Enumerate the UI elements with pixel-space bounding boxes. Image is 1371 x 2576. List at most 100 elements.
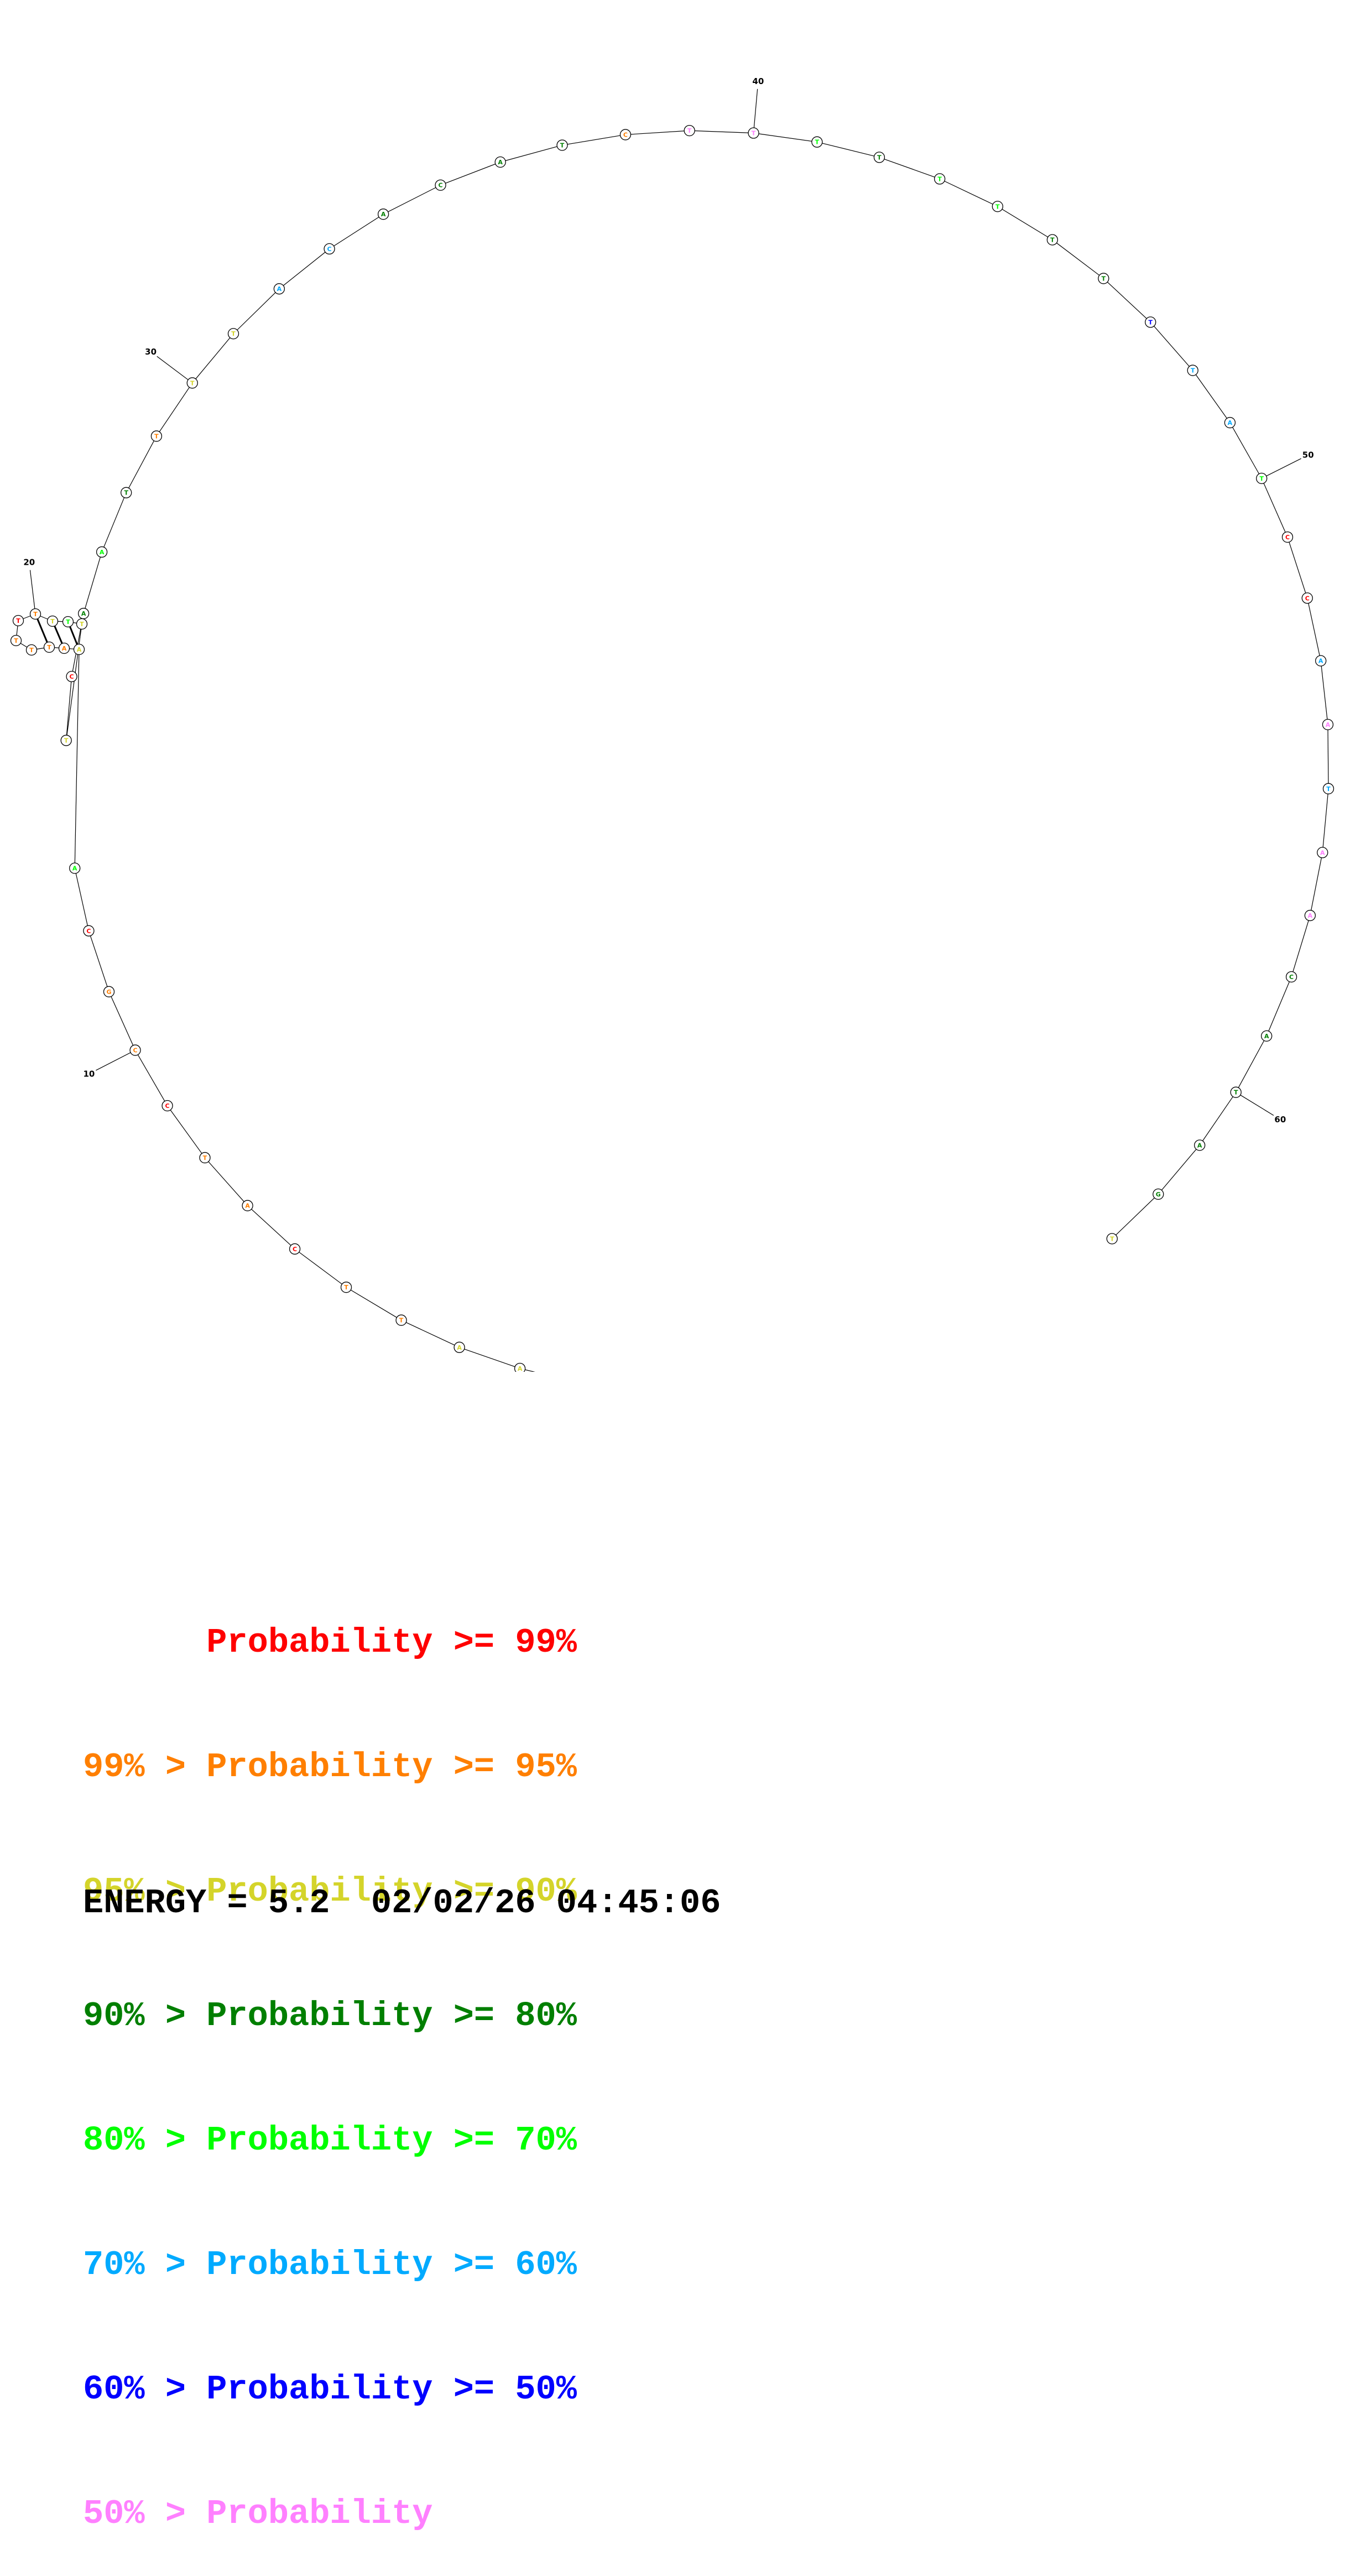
nucleotide-circle [43,641,55,653]
position-label-60: 60 [1274,1115,1286,1125]
backbone-segment [1229,422,1262,479]
nucleotide-circle [934,173,946,185]
nucleotide-5: T [340,1282,352,1293]
backbone-segment [440,162,501,186]
backbone-segment [88,930,110,992]
nucleotide-circle [58,642,70,654]
backbone-segment [192,333,234,383]
nucleotide-base: T [687,127,692,134]
nucleotide-2: A [514,1362,526,1372]
nucleotide-53: A [1315,655,1327,667]
backbone-segment [1320,660,1328,725]
nucleotide-base: A [62,645,67,652]
nucleotide-55: T [1322,783,1334,794]
nucleotide-base: C [293,1246,297,1253]
backbone-segment [1103,278,1151,322]
backbone-segment [1052,239,1104,279]
nucleotide-circle [1256,472,1268,485]
nucleotide-13: A [69,862,81,874]
nucleotide-circle [77,607,90,620]
nucleotide-circle [992,201,1003,212]
nucleotide-base: A [1326,721,1331,728]
nucleotide-59: A [1261,1030,1273,1042]
nucleotide-9: C [161,1100,173,1112]
nucleotide-base: T [1050,236,1055,243]
position-tick [29,570,36,615]
nucleotide-circle [1322,719,1334,731]
nucleotide-base: T [80,621,84,628]
nucleotide-11: G [103,986,115,997]
nucleotide-base: A [277,285,282,293]
nucleotide-10: C [129,1044,141,1056]
nucleotide-circle [289,1243,301,1255]
nucleotide-48: T [1187,365,1198,376]
backbone-segment [500,144,562,163]
backbone-segment [66,676,72,741]
nucleotide-circle [129,1044,141,1056]
nucleotide-base: T [1110,1235,1114,1242]
base-pair-bond [34,613,50,648]
nucleotide-7: A [242,1200,253,1211]
nucleotide-15: A [58,642,70,654]
nucleotide-circle [273,283,285,295]
nucleotide-54: A [1322,719,1334,731]
nucleotide-base: C [70,673,74,680]
nucleotide-32: A [273,283,285,295]
backbone-segment [1261,478,1288,538]
nucleotide-circle [1261,1030,1273,1042]
nucleotide-base: A [1320,849,1325,856]
backbone-segment [1158,1144,1200,1195]
nucleotide-17: T [25,644,38,656]
nucleotide-circle [29,608,41,620]
nucleotide-base: T [66,618,70,626]
nucleotide-circle [340,1282,352,1293]
backbone-segment [519,1368,535,1372]
nucleotide-circle [377,209,389,220]
nucleotide-circle [25,644,38,656]
backbone-segment [233,288,280,334]
backbone-segment [74,868,90,931]
nucleotide-circle [1285,971,1297,983]
nucleotide-63: T [1106,1233,1118,1245]
nucleotide-30: T [186,377,198,389]
nucleotide-base: G [1156,1191,1161,1198]
backbone-segment [401,1320,460,1348]
backbone-segment [939,178,998,207]
nucleotide-base: C [438,182,442,189]
nucleotide-circle [103,986,115,997]
nucleotide-base: A [1318,658,1323,665]
nucleotide-43: T [934,173,946,185]
nucleotide-39: T [684,124,695,137]
nucleotide-circle [199,1152,211,1164]
backbone-segment [753,132,817,143]
backbone-segment [346,1287,402,1321]
nucleotide-circle [12,615,24,627]
legend-row-lt50: 50% > Probability [83,2494,433,2533]
nucleotide-circle [242,1200,253,1211]
nucleotide-base: T [1326,785,1331,793]
backbone-segment [1112,1194,1159,1239]
nucleotide-base: T [877,154,882,161]
nucleotide-base: A [1308,912,1313,919]
nucleotide-57: A [1304,909,1316,922]
position-label-40: 40 [752,76,764,86]
nucleotide-31: T [227,328,239,340]
nucleotide-circle [1046,234,1059,246]
position-ticks: 10 20 30 40 50 60 [23,76,1313,1125]
nucleotide-6: C [289,1243,301,1255]
nucleotide-62: G [1153,1188,1164,1200]
nucleotide-base: T [1149,319,1153,326]
legend-row-p80: 90% > Probability >= 80% [83,1996,577,2036]
backbone-segment [997,206,1053,240]
legend-row-p70: 80% > Probability >= 70% [83,2121,577,2160]
nucleotide-circle [62,616,74,628]
nucleotide-circle [1106,1233,1118,1245]
backbone-segment [625,130,690,136]
nucleotide-circle [1098,273,1109,284]
nucleotide-base: T [29,647,34,654]
nucleotide-base: C [1285,534,1290,541]
backbone-segment [1322,788,1329,853]
nucleotide-36: A [494,156,506,168]
backbone-segment [1150,322,1193,371]
backbone-segment [294,1248,347,1288]
